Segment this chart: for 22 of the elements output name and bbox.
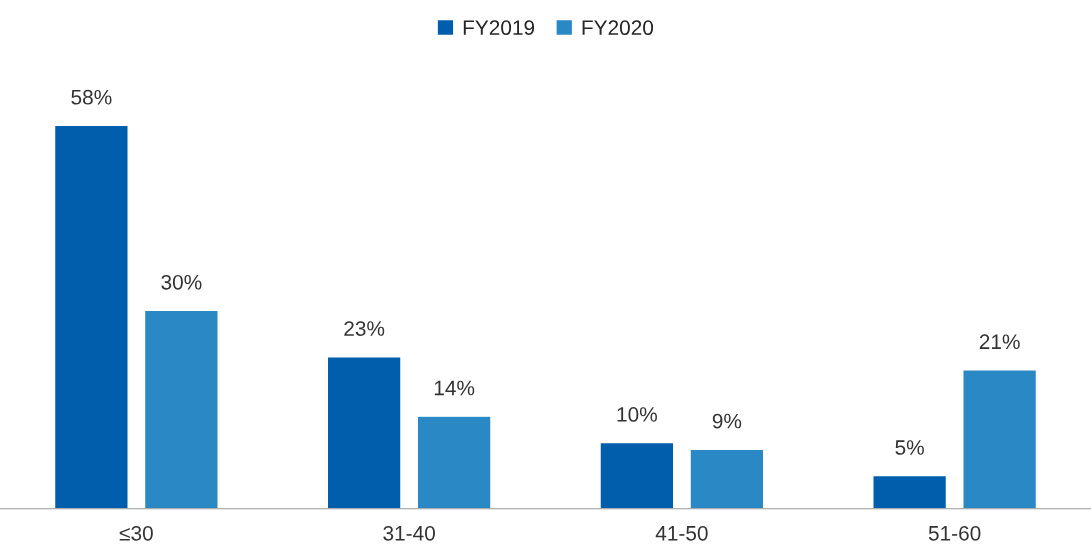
bar [326,355,402,509]
legend-label: FY2019 [463,20,535,36]
bar [53,124,129,509]
bar [872,474,948,509]
data-label: 23% [344,321,385,336]
data-label: 10% [617,407,657,422]
bar [962,369,1038,509]
data-label: 21% [979,334,1020,350]
x-tick-label: 51-60 [928,525,981,541]
data-label: 14% [434,380,475,396]
bar [599,441,675,509]
data-label: 9% [712,413,742,429]
data-label: 5% [895,440,924,455]
bar [689,448,765,509]
x-tick-label: 31-40 [383,525,435,541]
data-label: 58% [71,89,112,105]
legend-label: FY2020 [582,20,654,36]
bar [416,415,492,509]
x-tick-label: ≤30 [119,525,153,541]
x-tick-label: 41-50 [655,525,708,541]
data-label: 30% [161,274,202,290]
bar [143,309,219,509]
